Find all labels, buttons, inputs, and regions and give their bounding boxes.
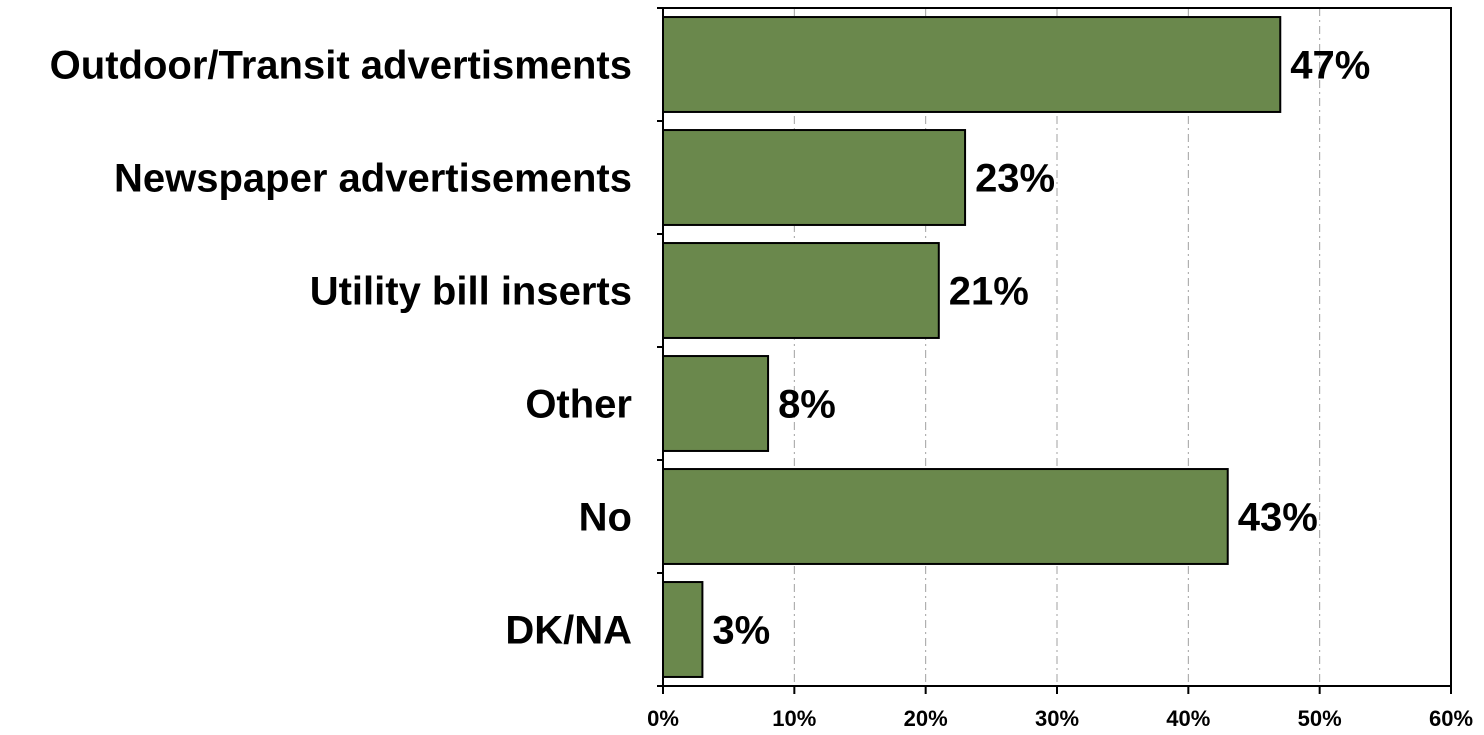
- x-tick-label-20: 20%: [904, 706, 948, 731]
- bar-2: [662, 242, 940, 339]
- x-tick-label-10: 10%: [772, 706, 816, 731]
- gridlines: [793, 8, 1321, 686]
- category-label-4: No: [579, 496, 632, 540]
- category-label-5: DK/NA: [505, 609, 632, 653]
- value-label-1: 23%: [975, 157, 1055, 201]
- x-tick-label-40: 40%: [1166, 706, 1210, 731]
- value-label-5: 3%: [712, 609, 770, 653]
- category-label-2: Utility bill inserts: [310, 270, 632, 314]
- bars: [662, 16, 1282, 678]
- value-label-0: 47%: [1290, 44, 1370, 88]
- x-tick-label-50: 50%: [1298, 706, 1342, 731]
- value-label-2: 21%: [949, 270, 1029, 314]
- bar-3: [662, 355, 770, 452]
- bar-0: [662, 16, 1282, 113]
- axes: [657, 7, 1452, 694]
- x-tick-label-0: 0%: [647, 706, 679, 731]
- category-label-0: Outdoor/Transit advertisments: [50, 44, 632, 88]
- value-label-4: 43%: [1238, 496, 1318, 540]
- value-label-3: 8%: [778, 383, 836, 427]
- category-label-3: Other: [525, 383, 632, 427]
- x-tick-label-30: 30%: [1035, 706, 1079, 731]
- bar-5: [662, 581, 704, 678]
- category-label-1: Newspaper advertisements: [114, 157, 632, 201]
- bar-4: [662, 468, 1229, 565]
- labels: 47% Outdoor/Transit advertisments 23% Newsp…: [50, 44, 1473, 732]
- x-tick-label-60: 60%: [1429, 706, 1473, 731]
- bar-1: [662, 129, 967, 226]
